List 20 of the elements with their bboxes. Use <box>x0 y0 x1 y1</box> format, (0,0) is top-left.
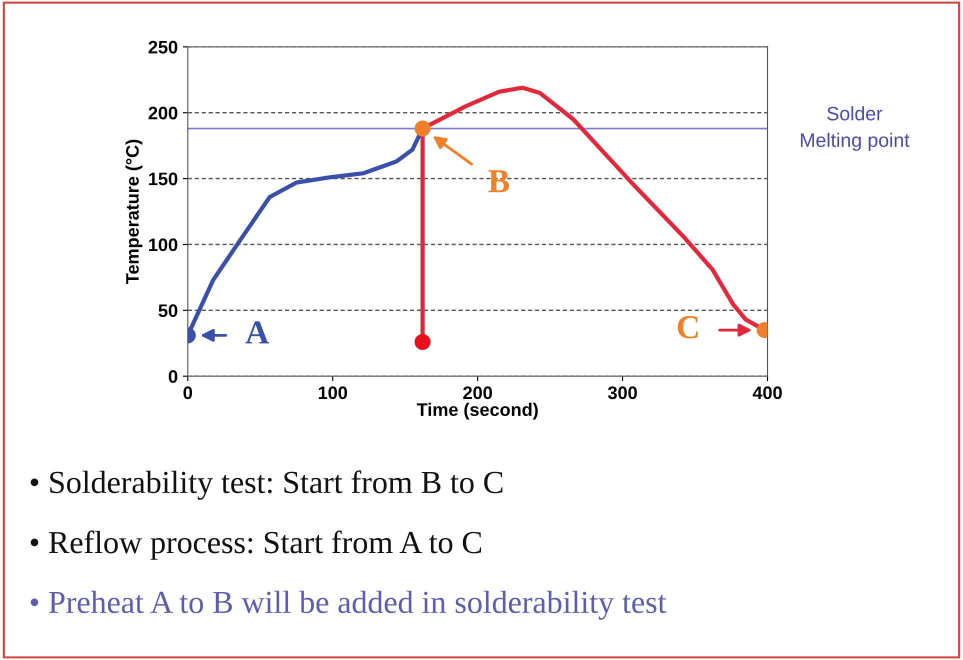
x-tick-label: 0 <box>183 386 192 400</box>
x-axis-title: Time (second) <box>416 402 538 420</box>
y-tick-label: 200 <box>148 106 178 120</box>
y-axis-title: Temperature (°C) <box>126 140 142 284</box>
annotation: B <box>488 170 510 192</box>
x-tick-label: 200 <box>463 386 492 400</box>
text: • Reflow process: Start from A to C <box>30 530 482 560</box>
x-tick-label: 400 <box>752 386 782 400</box>
ref-line-label: Solder Melting point <box>800 106 910 151</box>
x-tick-label: 100 <box>318 386 348 400</box>
text: • Preheat A to B will be added in solderability test <box>30 590 666 620</box>
text: • Solderability test: Start from B to C <box>30 470 502 500</box>
x-tick-label: 300 <box>608 386 637 400</box>
y-tick-label: 0 <box>168 370 178 383</box>
y-tick-label: 100 <box>149 238 178 252</box>
y-tick-label: 50 <box>158 304 178 318</box>
annotation: C <box>678 316 698 338</box>
y-tick-label: 150 <box>149 172 178 186</box>
y-tick-label: 250 <box>148 40 178 54</box>
annotation: A <box>246 321 270 344</box>
